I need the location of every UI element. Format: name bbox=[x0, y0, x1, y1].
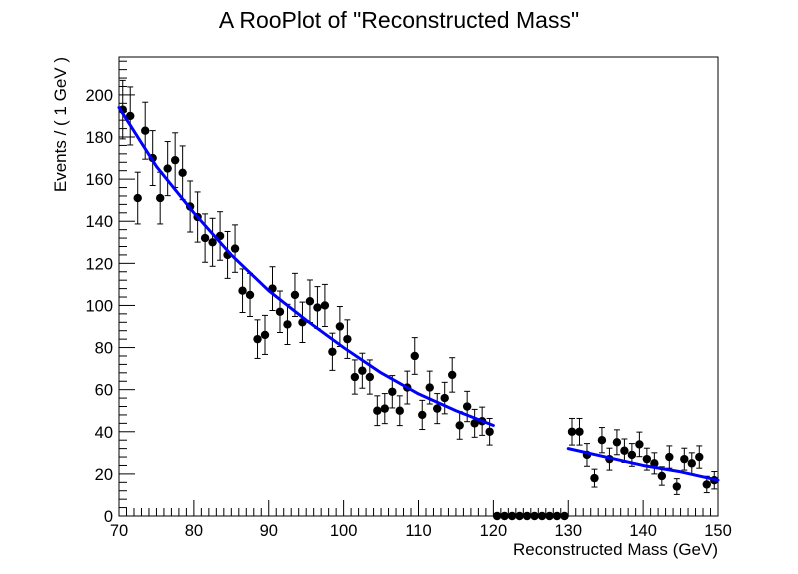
data-point bbox=[530, 511, 539, 521]
data-point bbox=[305, 297, 315, 306]
data-point bbox=[200, 233, 210, 243]
data-point bbox=[627, 450, 637, 460]
data-point bbox=[680, 454, 689, 464]
y-tick-label: 0 bbox=[104, 508, 113, 526]
y-tick-label: 140 bbox=[85, 213, 113, 231]
data-point bbox=[597, 436, 607, 445]
data-point bbox=[635, 440, 644, 449]
data-point bbox=[208, 238, 217, 247]
y-tick-label: 120 bbox=[85, 255, 113, 273]
chart-title: A RooPlot of "Reconstructed Mass" bbox=[219, 7, 579, 33]
data-point bbox=[612, 438, 622, 447]
y-tick-label: 80 bbox=[95, 340, 113, 358]
data-point bbox=[545, 511, 554, 521]
data-points bbox=[118, 105, 719, 521]
data-point bbox=[373, 406, 382, 415]
data-point bbox=[245, 290, 255, 300]
x-tick-label: 70 bbox=[110, 522, 128, 540]
data-point bbox=[522, 511, 532, 521]
data-point bbox=[365, 372, 375, 382]
data-point bbox=[702, 480, 711, 489]
x-axis-ticks: 70 80 90 100 110 120 130 140 150 bbox=[110, 500, 732, 540]
data-point bbox=[290, 290, 300, 300]
data-point bbox=[560, 511, 569, 521]
data-point bbox=[462, 402, 472, 411]
error-bars bbox=[119, 79, 718, 495]
data-point bbox=[447, 370, 457, 380]
y-tick-label: 20 bbox=[95, 466, 113, 484]
data-point bbox=[665, 452, 674, 462]
data-point bbox=[552, 511, 562, 521]
y-axis-ticks: 0 20 40 60 80 100 120 140 160 180 200 bbox=[85, 60, 135, 526]
x-tick-label: 140 bbox=[629, 522, 657, 540]
data-point bbox=[575, 427, 584, 436]
data-point bbox=[410, 351, 419, 361]
y-tick-label: 200 bbox=[85, 87, 113, 105]
data-point bbox=[515, 511, 524, 521]
data-point bbox=[178, 168, 187, 178]
data-point bbox=[507, 511, 517, 521]
data-point bbox=[126, 111, 135, 121]
data-point bbox=[358, 366, 367, 375]
y-tick-label: 160 bbox=[85, 171, 113, 189]
data-point bbox=[275, 307, 285, 316]
data-point bbox=[590, 473, 599, 483]
fit-curves bbox=[117, 106, 720, 482]
data-point bbox=[657, 471, 667, 481]
data-point bbox=[620, 446, 629, 455]
data-point bbox=[485, 427, 494, 436]
data-point bbox=[320, 301, 330, 310]
data-point bbox=[440, 393, 449, 403]
data-point bbox=[537, 511, 547, 521]
data-point bbox=[283, 320, 292, 329]
data-point bbox=[425, 383, 434, 392]
data-point bbox=[642, 454, 652, 464]
y-tick-label: 60 bbox=[95, 382, 113, 400]
x-tick-label: 90 bbox=[260, 522, 278, 540]
x-tick-label: 120 bbox=[480, 522, 508, 540]
data-point bbox=[343, 334, 352, 344]
data-point bbox=[470, 419, 479, 428]
x-axis-label: Reconstructed Mass (GeV) bbox=[513, 540, 718, 559]
data-point bbox=[695, 452, 704, 462]
data-point bbox=[492, 511, 502, 521]
fit-curve-segment bbox=[117, 106, 495, 427]
x-tick-label: 130 bbox=[554, 522, 582, 540]
data-point bbox=[170, 155, 180, 165]
y-axis-label: Events / ( 1 GeV ) bbox=[51, 57, 70, 192]
plot-frame bbox=[118, 56, 719, 517]
data-point bbox=[672, 482, 682, 491]
x-tick-label: 100 bbox=[330, 522, 358, 540]
y-tick-label: 40 bbox=[95, 424, 113, 442]
x-tick-label: 110 bbox=[405, 522, 431, 540]
data-point bbox=[155, 193, 165, 203]
data-point bbox=[238, 286, 247, 295]
data-point bbox=[141, 126, 150, 135]
y-tick-label: 100 bbox=[85, 297, 113, 315]
data-point bbox=[455, 421, 464, 430]
data-point bbox=[230, 244, 240, 253]
data-point bbox=[313, 303, 322, 312]
data-point bbox=[687, 459, 696, 468]
data-point bbox=[388, 387, 397, 396]
x-tick-label: 150 bbox=[704, 522, 732, 540]
data-point bbox=[163, 164, 172, 173]
data-point bbox=[418, 410, 427, 420]
data-point bbox=[133, 193, 142, 203]
data-point bbox=[650, 459, 659, 468]
data-point bbox=[328, 347, 337, 356]
data-point bbox=[500, 511, 509, 521]
data-point bbox=[380, 404, 390, 413]
x-tick-label: 80 bbox=[185, 522, 203, 540]
fit-curve-segment bbox=[566, 447, 720, 482]
data-point bbox=[335, 322, 345, 331]
data-point bbox=[395, 406, 404, 415]
data-point bbox=[433, 404, 442, 413]
data-point bbox=[260, 330, 270, 340]
data-point bbox=[253, 334, 262, 344]
data-point bbox=[350, 372, 360, 382]
data-point bbox=[567, 427, 577, 436]
y-tick-label: 180 bbox=[85, 129, 113, 147]
